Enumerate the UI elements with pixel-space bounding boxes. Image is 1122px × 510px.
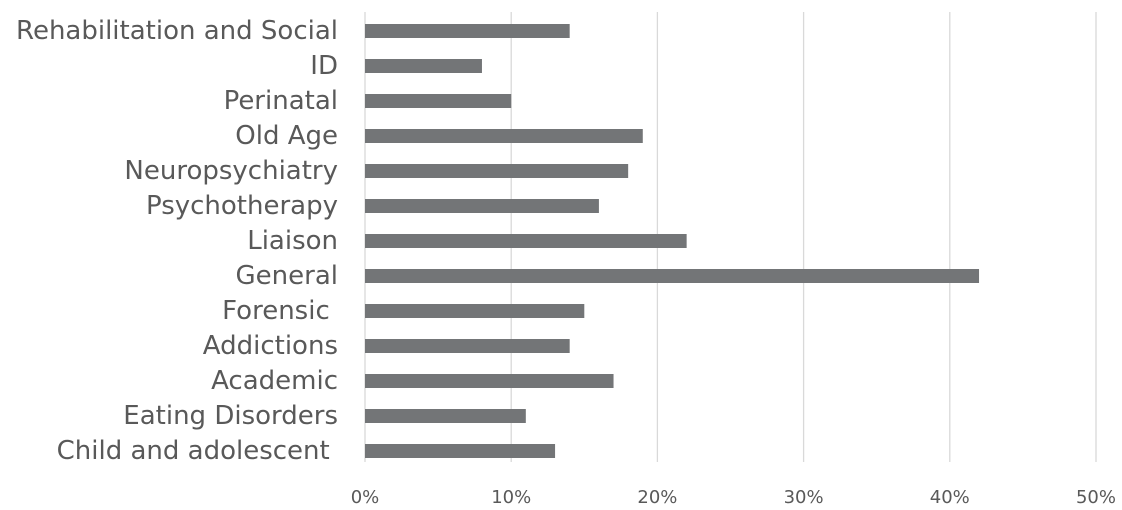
category-label: ID	[310, 51, 338, 81]
x-tick-label: 30%	[784, 487, 824, 506]
category-label: Perinatal	[224, 86, 338, 116]
bar	[365, 94, 512, 108]
x-tick-label: 40%	[930, 487, 970, 506]
category-label: Addictions	[203, 331, 338, 361]
bar	[365, 199, 599, 213]
category-label: Child and adolescent	[57, 436, 338, 466]
bar	[365, 129, 643, 143]
category-label: Old Age	[235, 121, 338, 151]
category-label: Academic	[211, 366, 338, 396]
category-label: Eating Disorders	[123, 401, 338, 431]
bar	[365, 269, 980, 283]
x-tick-label: 10%	[491, 487, 531, 506]
x-axis-tick-labels: 0% 10% 20% 30% 40% 50%	[351, 487, 1116, 508]
category-label: Forensic	[222, 296, 338, 326]
bars	[365, 24, 980, 458]
x-tick-label: 50%	[1076, 487, 1116, 506]
bar	[365, 234, 687, 248]
category-labels: Rehabilitation and Social ID Perinatal Old …	[16, 16, 338, 466]
bar	[365, 164, 629, 178]
bar	[365, 304, 585, 318]
bar	[365, 409, 526, 423]
category-label: Liaison	[247, 226, 338, 256]
bar	[365, 374, 614, 388]
x-tick-label: 0%	[351, 487, 380, 506]
category-label: Rehabilitation and Social	[16, 16, 338, 46]
x-tick-label: 20%	[637, 487, 677, 506]
category-label: Psychotherapy	[146, 191, 338, 221]
category-label: General	[236, 261, 338, 291]
bar	[365, 339, 570, 353]
bar	[365, 444, 556, 458]
bar	[365, 59, 482, 73]
category-label: Neuropsychiatry	[124, 156, 338, 186]
bar	[365, 24, 570, 38]
